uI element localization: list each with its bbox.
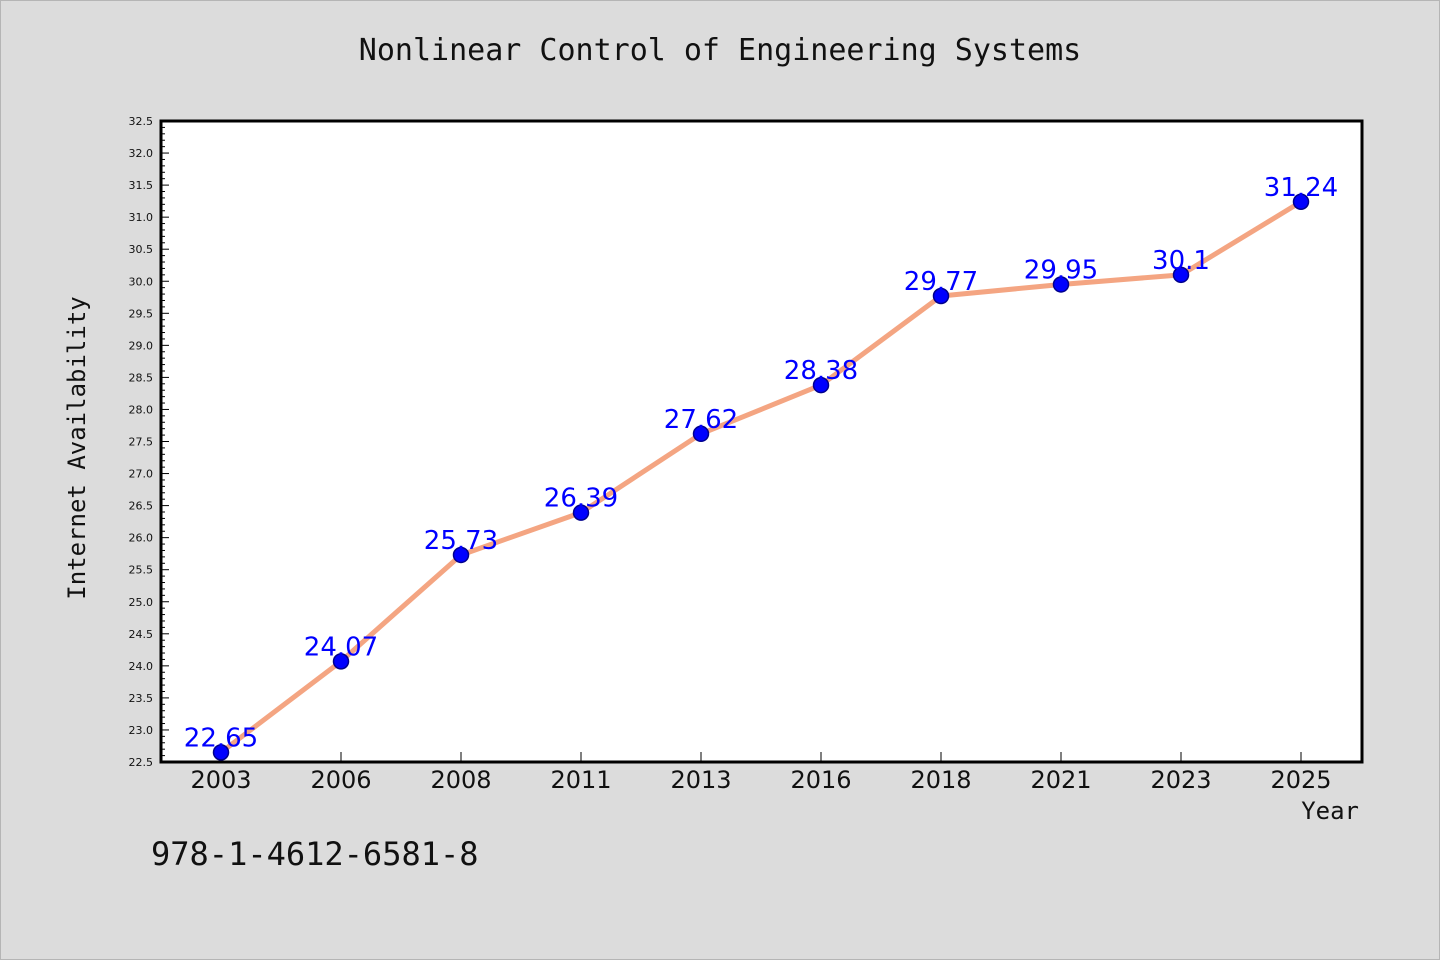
y-tick-label: 28.5	[129, 371, 154, 384]
x-axis-label: Year	[1301, 797, 1359, 825]
x-tick-label: 2003	[190, 766, 251, 794]
y-axis-label: Internet Availability	[63, 296, 91, 600]
x-tick-label: 2006	[310, 766, 371, 794]
data-label: 31.24	[1264, 173, 1338, 203]
x-tick-label: 2021	[1030, 766, 1091, 794]
data-label: 30.1	[1152, 246, 1210, 276]
y-tick-label: 28.0	[129, 403, 154, 416]
y-tick-label: 23.5	[129, 692, 154, 705]
x-tick-label: 2016	[790, 766, 851, 794]
data-point	[332, 653, 350, 670]
chart-title: Nonlinear Control of Engineering Systems	[358, 33, 1082, 68]
series-line	[218, 199, 1304, 755]
data-point	[1052, 276, 1070, 293]
y-tick-label: 29.5	[129, 307, 154, 320]
data-labels: 22.65 24.07 25.73 26.39 27.62 28.38 29.77 29.95…	[184, 173, 1338, 754]
data-points	[212, 193, 1310, 761]
y-tick-label: 27.5	[129, 436, 154, 449]
x-tick-label: 2011	[550, 766, 611, 794]
data-label: 29.95	[1024, 255, 1098, 285]
x-axis-ticks: 2003 2006 2008 2011 2013 2016 2018 2021 2023 2025	[190, 752, 1332, 794]
y-tick-label: 25.5	[129, 564, 154, 577]
x-tick-label: 2023	[1150, 766, 1211, 794]
y-tick-label: 32.0	[129, 147, 154, 160]
footer-text: 978-1-4612-6581-8	[151, 835, 479, 873]
data-point	[212, 744, 230, 761]
y-tick-label: 32.5	[129, 115, 154, 128]
y-tick-label: 29.0	[129, 339, 154, 352]
data-label: 25.73	[424, 526, 498, 556]
data-label: 22.65	[184, 723, 258, 753]
data-label: 24.07	[304, 632, 378, 662]
y-tick-label: 31.5	[129, 179, 154, 192]
data-label: 28.38	[784, 356, 858, 386]
y-tick-label: 27.0	[129, 468, 154, 481]
y-tick-label: 26.0	[129, 532, 154, 545]
data-label: 29.77	[904, 267, 978, 297]
data-point	[452, 546, 470, 564]
data-label: 26.39	[544, 484, 618, 514]
y-tick-label: 25.0	[129, 596, 154, 609]
x-tick-label: 2008	[430, 766, 491, 794]
data-point	[1292, 193, 1310, 211]
data-point	[932, 287, 950, 305]
x-tick-label: 2025	[1270, 766, 1331, 794]
y-tick-label: 30.5	[129, 243, 154, 256]
data-point	[812, 376, 830, 394]
y-tick-label: 24.5	[129, 628, 154, 641]
data-point	[1172, 266, 1190, 284]
y-tick-label: 24.0	[129, 660, 154, 673]
plot-area	[159, 119, 1364, 764]
y-tick-label: 30.0	[129, 275, 154, 288]
y-tick-label: 26.5	[129, 500, 154, 513]
y-tick-label: 31.0	[129, 211, 154, 224]
data-label: 27.62	[664, 405, 738, 435]
x-tick-label: 2013	[670, 766, 731, 794]
y-tick-label: 23.0	[129, 724, 154, 737]
y-tick-label: 22.5	[129, 756, 154, 769]
x-tick-label: 2018	[910, 766, 971, 794]
y-axis-ticks: 22.5 23.0 23.5 24.0 24.5 25.0 25.5 26.0 26.5 27.0…	[129, 115, 169, 769]
data-point	[692, 425, 710, 443]
data-point	[572, 504, 590, 521]
